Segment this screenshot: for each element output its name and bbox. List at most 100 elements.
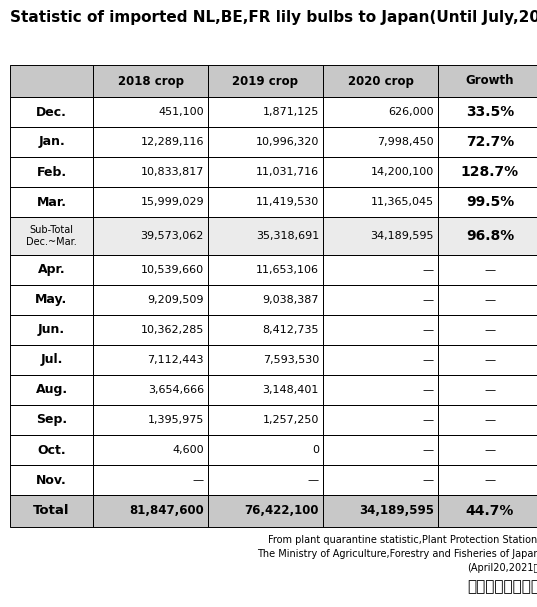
Bar	[93, 217, 208, 255]
Bar	[10, 405, 93, 435]
Text: 4,600: 4,600	[172, 445, 204, 455]
Text: —: —	[308, 475, 319, 485]
Bar	[323, 97, 438, 127]
Bar	[10, 345, 93, 375]
Text: 76,422,100: 76,422,100	[244, 504, 319, 518]
Text: —: —	[484, 415, 496, 425]
Text: 10,539,660: 10,539,660	[141, 265, 204, 275]
Bar	[208, 495, 323, 527]
Text: —: —	[423, 415, 434, 425]
Text: 9,209,509: 9,209,509	[148, 295, 204, 305]
Bar	[208, 97, 323, 127]
Text: 34,189,595: 34,189,595	[371, 231, 434, 241]
Bar	[208, 465, 323, 495]
Bar	[93, 405, 208, 435]
Bar	[93, 435, 208, 465]
Bar	[10, 187, 93, 217]
Bar	[93, 127, 208, 157]
Text: 72.7%: 72.7%	[466, 135, 514, 149]
Text: 128.7%: 128.7%	[461, 165, 519, 179]
Text: —: —	[484, 475, 496, 485]
Bar	[438, 217, 537, 255]
Bar	[323, 405, 438, 435]
Bar	[438, 345, 537, 375]
Text: Sep.: Sep.	[36, 413, 67, 427]
Bar	[10, 315, 93, 345]
Text: (April20,2021）: (April20,2021）	[468, 563, 537, 573]
Text: 11,031,716: 11,031,716	[256, 167, 319, 177]
Text: 39,573,062: 39,573,062	[141, 231, 204, 241]
Text: —: —	[423, 355, 434, 365]
Bar	[10, 157, 93, 187]
Text: 3,654,666: 3,654,666	[148, 385, 204, 395]
Text: Total: Total	[33, 504, 70, 518]
Bar	[208, 217, 323, 255]
Bar	[438, 435, 537, 465]
Bar	[10, 285, 93, 315]
Bar	[93, 217, 208, 255]
Bar	[10, 255, 93, 285]
Bar	[323, 375, 438, 405]
Text: Growth: Growth	[466, 75, 514, 87]
Bar	[323, 157, 438, 187]
Bar	[93, 187, 208, 217]
Bar	[93, 65, 208, 97]
Text: 34,189,595: 34,189,595	[359, 504, 434, 518]
Text: Dec.: Dec.	[36, 106, 67, 118]
Bar	[10, 435, 93, 465]
Bar	[438, 435, 537, 465]
Bar	[323, 127, 438, 157]
Bar	[323, 435, 438, 465]
Text: 14,200,100: 14,200,100	[371, 167, 434, 177]
Bar	[93, 127, 208, 157]
Text: May.: May.	[35, 294, 68, 307]
Text: —: —	[193, 475, 204, 485]
Bar	[438, 65, 537, 97]
Bar	[323, 65, 438, 97]
Text: 11,365,045: 11,365,045	[371, 197, 434, 207]
Text: 15,999,029: 15,999,029	[140, 197, 204, 207]
Text: 10,996,320: 10,996,320	[256, 137, 319, 147]
Bar	[10, 127, 93, 157]
Bar	[208, 375, 323, 405]
Bar	[93, 495, 208, 527]
Bar	[93, 285, 208, 315]
Bar	[208, 375, 323, 405]
Text: —: —	[423, 475, 434, 485]
Bar	[93, 157, 208, 187]
Text: Feb.: Feb.	[37, 166, 67, 178]
Bar	[208, 157, 323, 187]
Bar	[10, 157, 93, 187]
Bar	[10, 217, 93, 255]
Bar	[323, 187, 438, 217]
Text: —: —	[423, 385, 434, 395]
Bar	[323, 375, 438, 405]
Text: 81,847,600: 81,847,600	[129, 504, 204, 518]
Bar	[208, 285, 323, 315]
Text: —: —	[423, 445, 434, 455]
Text: 2020 crop: 2020 crop	[347, 75, 413, 87]
Bar	[208, 345, 323, 375]
Bar	[208, 187, 323, 217]
Bar	[208, 345, 323, 375]
Text: 0: 0	[312, 445, 319, 455]
Text: Statistic of imported NL,BE,FR lily bulbs to Japan(Until July,2021): Statistic of imported NL,BE,FR lily bulb…	[10, 10, 537, 25]
Bar	[438, 127, 537, 157]
Bar	[10, 345, 93, 375]
Bar	[10, 495, 93, 527]
Text: 10,833,817: 10,833,817	[141, 167, 204, 177]
Bar	[323, 127, 438, 157]
Bar	[208, 255, 323, 285]
Bar	[208, 127, 323, 157]
Bar	[93, 435, 208, 465]
Text: 8,412,735: 8,412,735	[263, 325, 319, 335]
Bar	[323, 217, 438, 255]
Bar	[93, 405, 208, 435]
Bar	[10, 375, 93, 405]
Bar	[93, 255, 208, 285]
Bar	[323, 345, 438, 375]
Bar	[93, 187, 208, 217]
Bar	[10, 127, 93, 157]
Text: 626,000: 626,000	[388, 107, 434, 117]
Bar	[438, 127, 537, 157]
